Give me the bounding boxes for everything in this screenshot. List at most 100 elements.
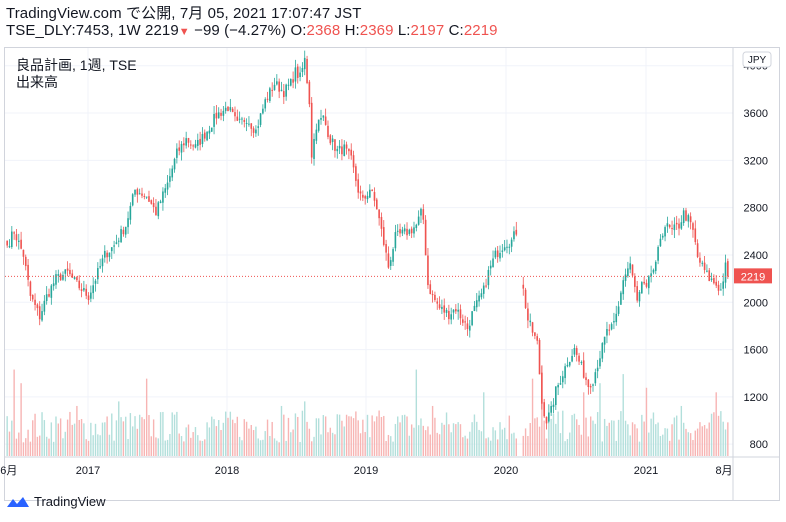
candle-body (122, 229, 125, 235)
candle-body (101, 258, 104, 267)
candle-body (624, 274, 627, 281)
volume-bar (269, 435, 271, 456)
candle-body (434, 294, 436, 301)
volume-bar (552, 413, 555, 456)
volume-bar (259, 440, 262, 456)
time-axis[interactable]: 6月 2017 2018 2019 2020 2021 8月 (0, 465, 732, 477)
candle-body (129, 205, 132, 220)
volume-bar (273, 438, 276, 456)
candle-body (13, 232, 15, 234)
volume-bar (513, 432, 515, 456)
volume-bar (348, 416, 350, 456)
candle-body (373, 192, 376, 201)
volume-bar (113, 440, 115, 456)
candle-body (471, 311, 473, 326)
candle-body (634, 276, 636, 287)
volume-bar (724, 429, 727, 456)
volume-bar (162, 411, 164, 456)
volume-bar (608, 422, 610, 456)
volume-bar (359, 433, 362, 456)
candle-body (264, 99, 267, 109)
volume-bar (352, 418, 355, 456)
candle-body (80, 289, 83, 292)
candle-body (494, 250, 497, 258)
candle-body (131, 194, 134, 206)
candle-body (564, 366, 566, 379)
volume-bar (138, 414, 141, 456)
volume-bar (701, 426, 703, 456)
candle-body (717, 284, 720, 291)
candle-body (680, 222, 683, 229)
time-tick-label: 2020 (494, 465, 518, 477)
candle-body (208, 130, 211, 134)
candle-body (541, 372, 543, 404)
volume-bar (294, 413, 297, 456)
candle-body (6, 240, 8, 246)
volume-bar (334, 434, 336, 456)
candle-body (152, 202, 155, 208)
volume-legend: 出来高 (16, 74, 58, 90)
volume-bar (638, 441, 641, 456)
candle-body (696, 243, 699, 257)
volume-bar (601, 441, 603, 456)
price-tick-label: 800 (750, 439, 768, 451)
tradingview-logo[interactable]: TradingView (6, 494, 106, 509)
candle-body (552, 404, 555, 408)
volume-bar (587, 436, 590, 456)
volume-bar (308, 428, 311, 456)
volume-bar (524, 428, 527, 456)
candle-body (301, 68, 304, 73)
volume-bar (380, 417, 383, 456)
candle-body (210, 127, 213, 132)
candle-body (90, 292, 92, 299)
candle-body (620, 292, 622, 305)
candle-body (224, 107, 227, 111)
candle-body (534, 332, 536, 336)
volume-bar (206, 422, 208, 456)
volume-bar (669, 440, 671, 456)
candle-body (722, 281, 725, 289)
candle-body (199, 138, 201, 145)
candle-body (241, 118, 243, 120)
volume-bar (94, 423, 97, 456)
candle-body (482, 285, 485, 294)
price-axis[interactable]: 80012001600200024002800320036004000 (744, 61, 768, 451)
volume-bar (466, 438, 469, 456)
volume-bar (682, 422, 685, 456)
candle-body (215, 112, 218, 119)
candle-body (661, 235, 664, 238)
volume-bar (548, 422, 550, 456)
volume-bar (234, 423, 236, 456)
candle-body (666, 223, 669, 227)
volume-bar (427, 426, 429, 456)
volume-bar (101, 422, 104, 456)
candle-body (45, 294, 48, 301)
volume-bar (397, 416, 399, 456)
volume-bar (345, 414, 348, 456)
volume-bar (224, 411, 227, 456)
price-tick-label: 1600 (744, 345, 768, 357)
currency-badge[interactable]: JPY (742, 51, 772, 68)
volume-bar (257, 438, 259, 456)
candle-body (589, 386, 592, 388)
volume-bar (341, 420, 343, 456)
candle-body (31, 295, 34, 300)
candle-body (257, 126, 260, 128)
low-value: 2197 (410, 22, 445, 39)
candle-body (41, 311, 43, 321)
candle-body (417, 216, 420, 225)
volume-bar (231, 419, 234, 456)
volume-bar (211, 416, 213, 456)
price-tick-label: 2400 (744, 250, 768, 262)
candle-body (322, 115, 325, 118)
candle-body (715, 281, 718, 286)
volume-bar (476, 421, 478, 456)
candle-body (431, 294, 434, 296)
candle-body (334, 139, 336, 151)
volume-bar (373, 421, 376, 456)
volume-bar (645, 387, 648, 456)
volume-bar (420, 418, 422, 456)
candle-body (668, 224, 671, 228)
candle-body (310, 102, 313, 158)
